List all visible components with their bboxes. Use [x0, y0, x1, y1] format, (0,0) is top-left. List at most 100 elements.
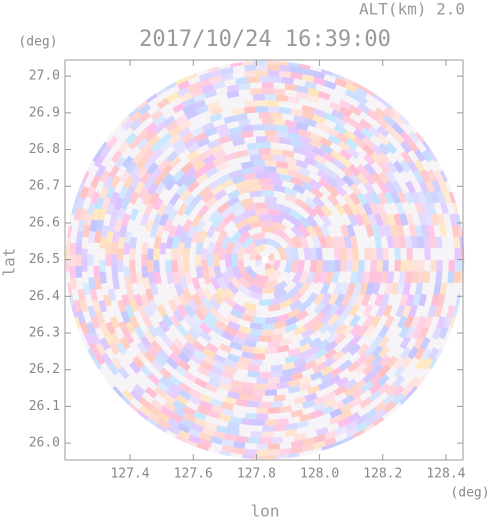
echo-cell — [339, 259, 348, 273]
echo-cell — [247, 75, 260, 84]
echo-cell — [339, 247, 348, 261]
echo-cell — [249, 394, 263, 403]
echo-cell — [442, 247, 450, 261]
echo-cell — [358, 259, 366, 273]
echo-cell — [86, 265, 95, 278]
echo-cell — [267, 449, 280, 457]
echo-cell — [246, 400, 260, 409]
echo-cell — [370, 247, 378, 261]
echo-cell — [270, 400, 284, 409]
echo-cell — [252, 123, 266, 131]
echo-cell — [267, 443, 281, 451]
echo-cell — [261, 329, 275, 337]
echo-cell — [146, 247, 154, 261]
echo-cell — [255, 311, 269, 319]
echo-cell — [110, 241, 119, 255]
echo-cell — [460, 259, 465, 272]
echo-cell — [242, 252, 251, 268]
echo-cell — [104, 253, 112, 267]
echo-cell — [261, 117, 275, 125]
altitude-label: ALT(km) 2.0 — [359, 0, 465, 19]
echo-cell — [264, 159, 278, 167]
echo-cell — [376, 259, 384, 273]
echo-cell — [267, 105, 281, 113]
echo-cell — [249, 425, 263, 433]
echo-cell — [258, 213, 272, 221]
echo-cell — [116, 259, 124, 273]
echo-cell — [98, 247, 106, 261]
echo-cell — [264, 60, 277, 65]
echo-cell — [261, 425, 275, 433]
echo-cell — [258, 75, 272, 83]
echo-cell — [406, 247, 414, 261]
echo-cell — [460, 248, 465, 261]
x-unit: (deg) — [450, 486, 489, 501]
echo-cell — [258, 299, 272, 307]
echo-cell — [92, 241, 101, 255]
echo-cell — [116, 247, 124, 261]
echo-cell — [92, 253, 100, 267]
echo-cell — [244, 442, 257, 451]
echo-cell — [267, 69, 281, 77]
y-tick-label: 26.1 — [29, 399, 60, 414]
echo-cell — [430, 259, 438, 273]
x-tick-label: 128.4 — [426, 467, 465, 482]
echo-cell — [258, 437, 272, 445]
x-tick-label: 128.0 — [300, 467, 339, 482]
echo-cell — [104, 242, 113, 255]
echo-cell — [252, 165, 266, 174]
echo-cell — [258, 177, 272, 185]
echo-cell — [382, 259, 390, 273]
echo-cell — [370, 259, 378, 273]
echo-cell — [264, 389, 278, 397]
echo-cell — [264, 93, 278, 101]
echo-cell — [264, 383, 278, 391]
echo-cell — [249, 358, 263, 367]
y-tick-label: 26.6 — [29, 215, 60, 230]
echo-cell — [376, 247, 384, 261]
echo-cell — [244, 448, 257, 457]
echo-cell — [253, 60, 266, 65]
echo-cell — [255, 449, 269, 457]
y-tick-label: 26.7 — [29, 179, 60, 194]
echo-cell — [258, 111, 272, 119]
echo-cell — [258, 371, 272, 379]
y-tick-label: 26.2 — [29, 362, 60, 377]
echo-cell — [424, 247, 432, 261]
echo-cell — [273, 430, 286, 439]
echo-cell — [122, 265, 131, 279]
y-tick-label: 27.0 — [29, 69, 60, 84]
echo-cell — [333, 247, 342, 261]
echo-cell — [80, 259, 88, 273]
echo-cell — [258, 335, 272, 343]
echo-cell — [255, 377, 269, 385]
echo-cell — [164, 259, 172, 273]
echo-cell — [267, 376, 281, 385]
echo-cell — [152, 259, 160, 273]
chart-title: 2017/10/24 16:39:00 — [139, 27, 391, 52]
echo-cell — [448, 247, 456, 261]
echo-cell — [267, 63, 280, 71]
echo-cell — [230, 252, 238, 268]
echo-cell — [255, 63, 269, 71]
x-tick-label: 127.4 — [110, 467, 149, 482]
y-tick-label: 26.9 — [29, 105, 60, 120]
echo-cell — [261, 87, 275, 95]
echo-cell — [264, 129, 278, 137]
echo-cell — [252, 383, 266, 391]
echo-cell — [412, 247, 420, 261]
echo-cell — [258, 365, 272, 373]
echo-cell — [261, 183, 275, 191]
echo-cell — [264, 123, 278, 131]
echo-cell — [68, 265, 77, 278]
echo-cell — [252, 159, 266, 167]
echo-cell — [255, 413, 269, 421]
echo-cell — [351, 259, 360, 273]
echo-cell — [110, 265, 119, 279]
echo-cell — [382, 247, 390, 261]
echo-cell — [206, 253, 214, 267]
echo-cell — [247, 436, 260, 445]
echo-cell — [86, 242, 95, 255]
echo-cell — [128, 259, 136, 273]
